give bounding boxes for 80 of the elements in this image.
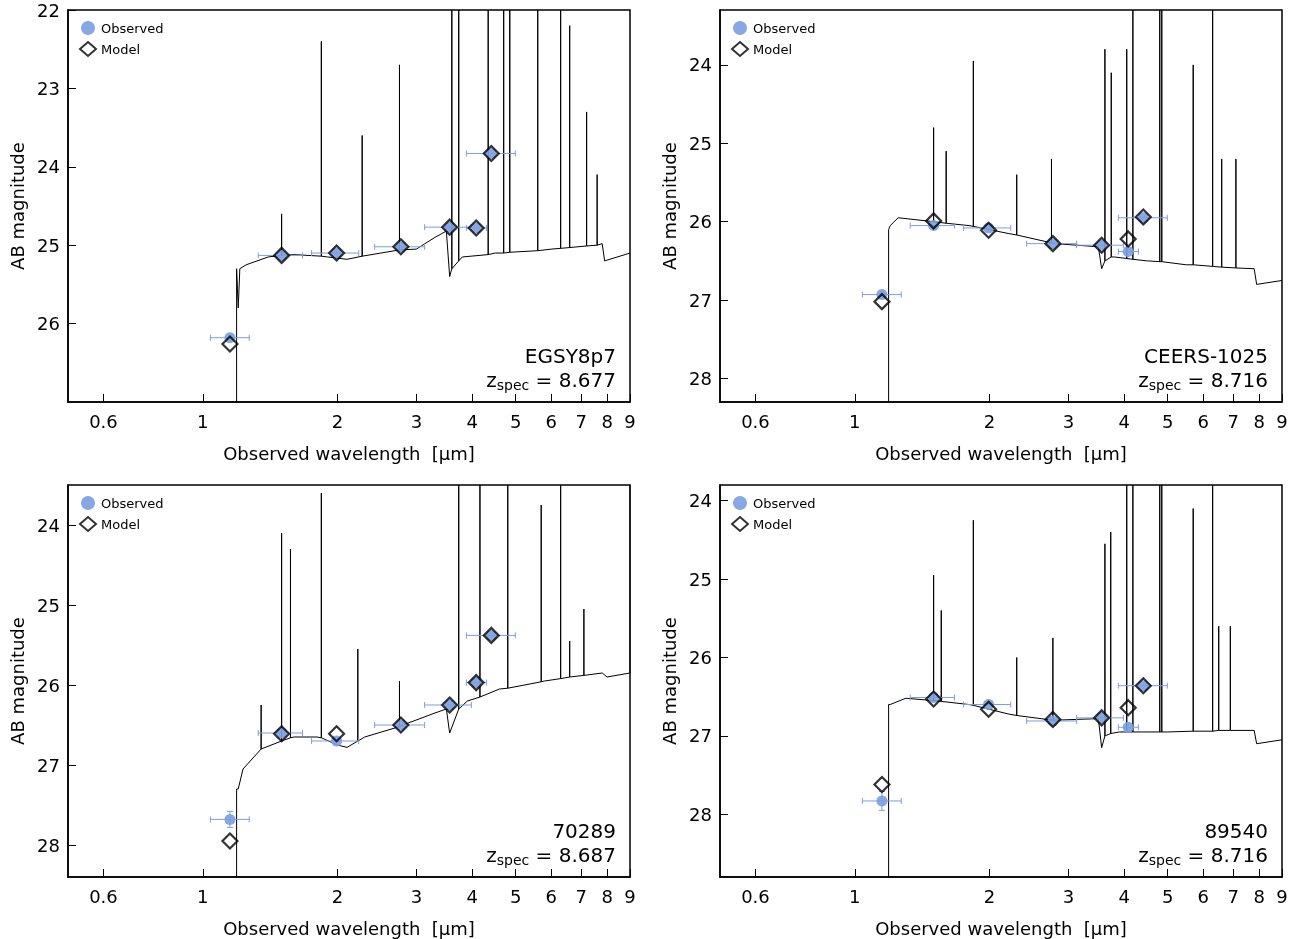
legend-label: Observed bbox=[101, 20, 164, 36]
x-axis-title: Observed wavelength [μm] bbox=[875, 917, 1127, 939]
legend-label: Model bbox=[101, 41, 141, 57]
x-tick-label: 8 bbox=[601, 885, 613, 907]
x-tick-label: 5 bbox=[1161, 885, 1174, 907]
y-tick-label: 22 bbox=[37, 0, 60, 21]
y-tick-label: 26 bbox=[37, 674, 60, 696]
legend-label: Model bbox=[753, 41, 793, 57]
annotation: 70289 bbox=[552, 819, 616, 843]
x-tick-label: 3 bbox=[1062, 410, 1075, 432]
x-tick-label: 4 bbox=[1118, 885, 1131, 907]
x-axis-title: Observed wavelength [μm] bbox=[223, 442, 475, 464]
annotation: CEERS-1025 bbox=[1144, 344, 1269, 368]
y-tick-label: 24 bbox=[37, 156, 60, 178]
x-tick-label: 4 bbox=[1118, 410, 1131, 432]
y-axis-title: AB magnitude bbox=[6, 142, 28, 270]
x-tick-label: 6 bbox=[1197, 885, 1209, 907]
x-tick-label: 7 bbox=[1227, 885, 1239, 907]
x-tick-label: 7 bbox=[575, 410, 587, 432]
y-axis-title: AB magnitude bbox=[658, 617, 680, 745]
x-tick-label: 6 bbox=[545, 885, 557, 907]
y-tick-label: 26 bbox=[689, 211, 712, 233]
x-tick-label: 4 bbox=[466, 410, 479, 432]
x-tick-label: 9 bbox=[624, 885, 636, 907]
y-tick-label: 26 bbox=[37, 313, 60, 335]
y-tick-label: 24 bbox=[689, 490, 712, 512]
x-tick-label: 1 bbox=[197, 885, 209, 907]
legend-label: Model bbox=[753, 516, 793, 532]
annotation: 89540 bbox=[1204, 819, 1268, 843]
x-axis-title: Observed wavelength [μm] bbox=[875, 442, 1127, 464]
y-tick-label: 25 bbox=[37, 594, 60, 616]
x-tick-label: 0.6 bbox=[741, 885, 770, 907]
x-axis-title: Observed wavelength [μm] bbox=[223, 917, 475, 939]
y-tick-label: 28 bbox=[689, 803, 712, 825]
y-tick-label: 24 bbox=[689, 54, 712, 76]
x-tick-label: 3 bbox=[410, 410, 423, 432]
x-tick-label: 9 bbox=[1276, 410, 1288, 432]
x-tick-label: 0.6 bbox=[89, 885, 118, 907]
y-tick-label: 23 bbox=[37, 77, 60, 99]
x-tick-label: 3 bbox=[410, 885, 423, 907]
x-tick-label: 7 bbox=[575, 885, 587, 907]
y-tick-label: 25 bbox=[689, 568, 712, 590]
x-tick-label: 5 bbox=[509, 410, 522, 432]
legend-label: Observed bbox=[753, 20, 816, 36]
x-tick-label: 1 bbox=[197, 410, 209, 432]
y-tick-label: 28 bbox=[689, 367, 712, 389]
x-tick-label: 8 bbox=[1253, 410, 1265, 432]
y-tick-label: 25 bbox=[37, 234, 60, 256]
legend-label: Model bbox=[101, 516, 141, 532]
y-axis-title: AB magnitude bbox=[6, 617, 28, 745]
legend-label: Observed bbox=[753, 495, 816, 511]
x-tick-label: 8 bbox=[1253, 885, 1265, 907]
x-tick-label: 9 bbox=[1276, 885, 1288, 907]
x-tick-label: 2 bbox=[983, 885, 996, 907]
x-tick-label: 5 bbox=[509, 885, 522, 907]
x-tick-label: 1 bbox=[849, 885, 861, 907]
x-tick-label: 5 bbox=[1161, 410, 1174, 432]
x-tick-label: 6 bbox=[1197, 410, 1209, 432]
x-tick-label: 2 bbox=[331, 885, 344, 907]
x-tick-label: 6 bbox=[545, 410, 557, 432]
y-tick-label: 27 bbox=[37, 754, 60, 776]
x-tick-label: 2 bbox=[983, 410, 996, 432]
x-tick-label: 8 bbox=[601, 410, 613, 432]
x-tick-label: 3 bbox=[1062, 885, 1075, 907]
y-axis-title: AB magnitude bbox=[658, 142, 680, 270]
y-tick-label: 28 bbox=[37, 834, 60, 856]
y-tick-label: 26 bbox=[689, 646, 712, 668]
y-tick-label: 25 bbox=[689, 132, 712, 154]
x-tick-label: 9 bbox=[624, 410, 636, 432]
x-tick-label: 7 bbox=[1227, 410, 1239, 432]
x-tick-label: 0.6 bbox=[741, 410, 770, 432]
annotation: EGSY8p7 bbox=[524, 344, 617, 368]
legend-label: Observed bbox=[101, 495, 164, 511]
y-tick-label: 24 bbox=[37, 514, 60, 536]
x-tick-label: 0.6 bbox=[89, 410, 118, 432]
x-tick-label: 2 bbox=[331, 410, 344, 432]
y-tick-label: 27 bbox=[689, 289, 712, 311]
y-tick-label: 27 bbox=[689, 725, 712, 747]
x-tick-label: 1 bbox=[849, 410, 861, 432]
x-tick-label: 4 bbox=[466, 885, 479, 907]
